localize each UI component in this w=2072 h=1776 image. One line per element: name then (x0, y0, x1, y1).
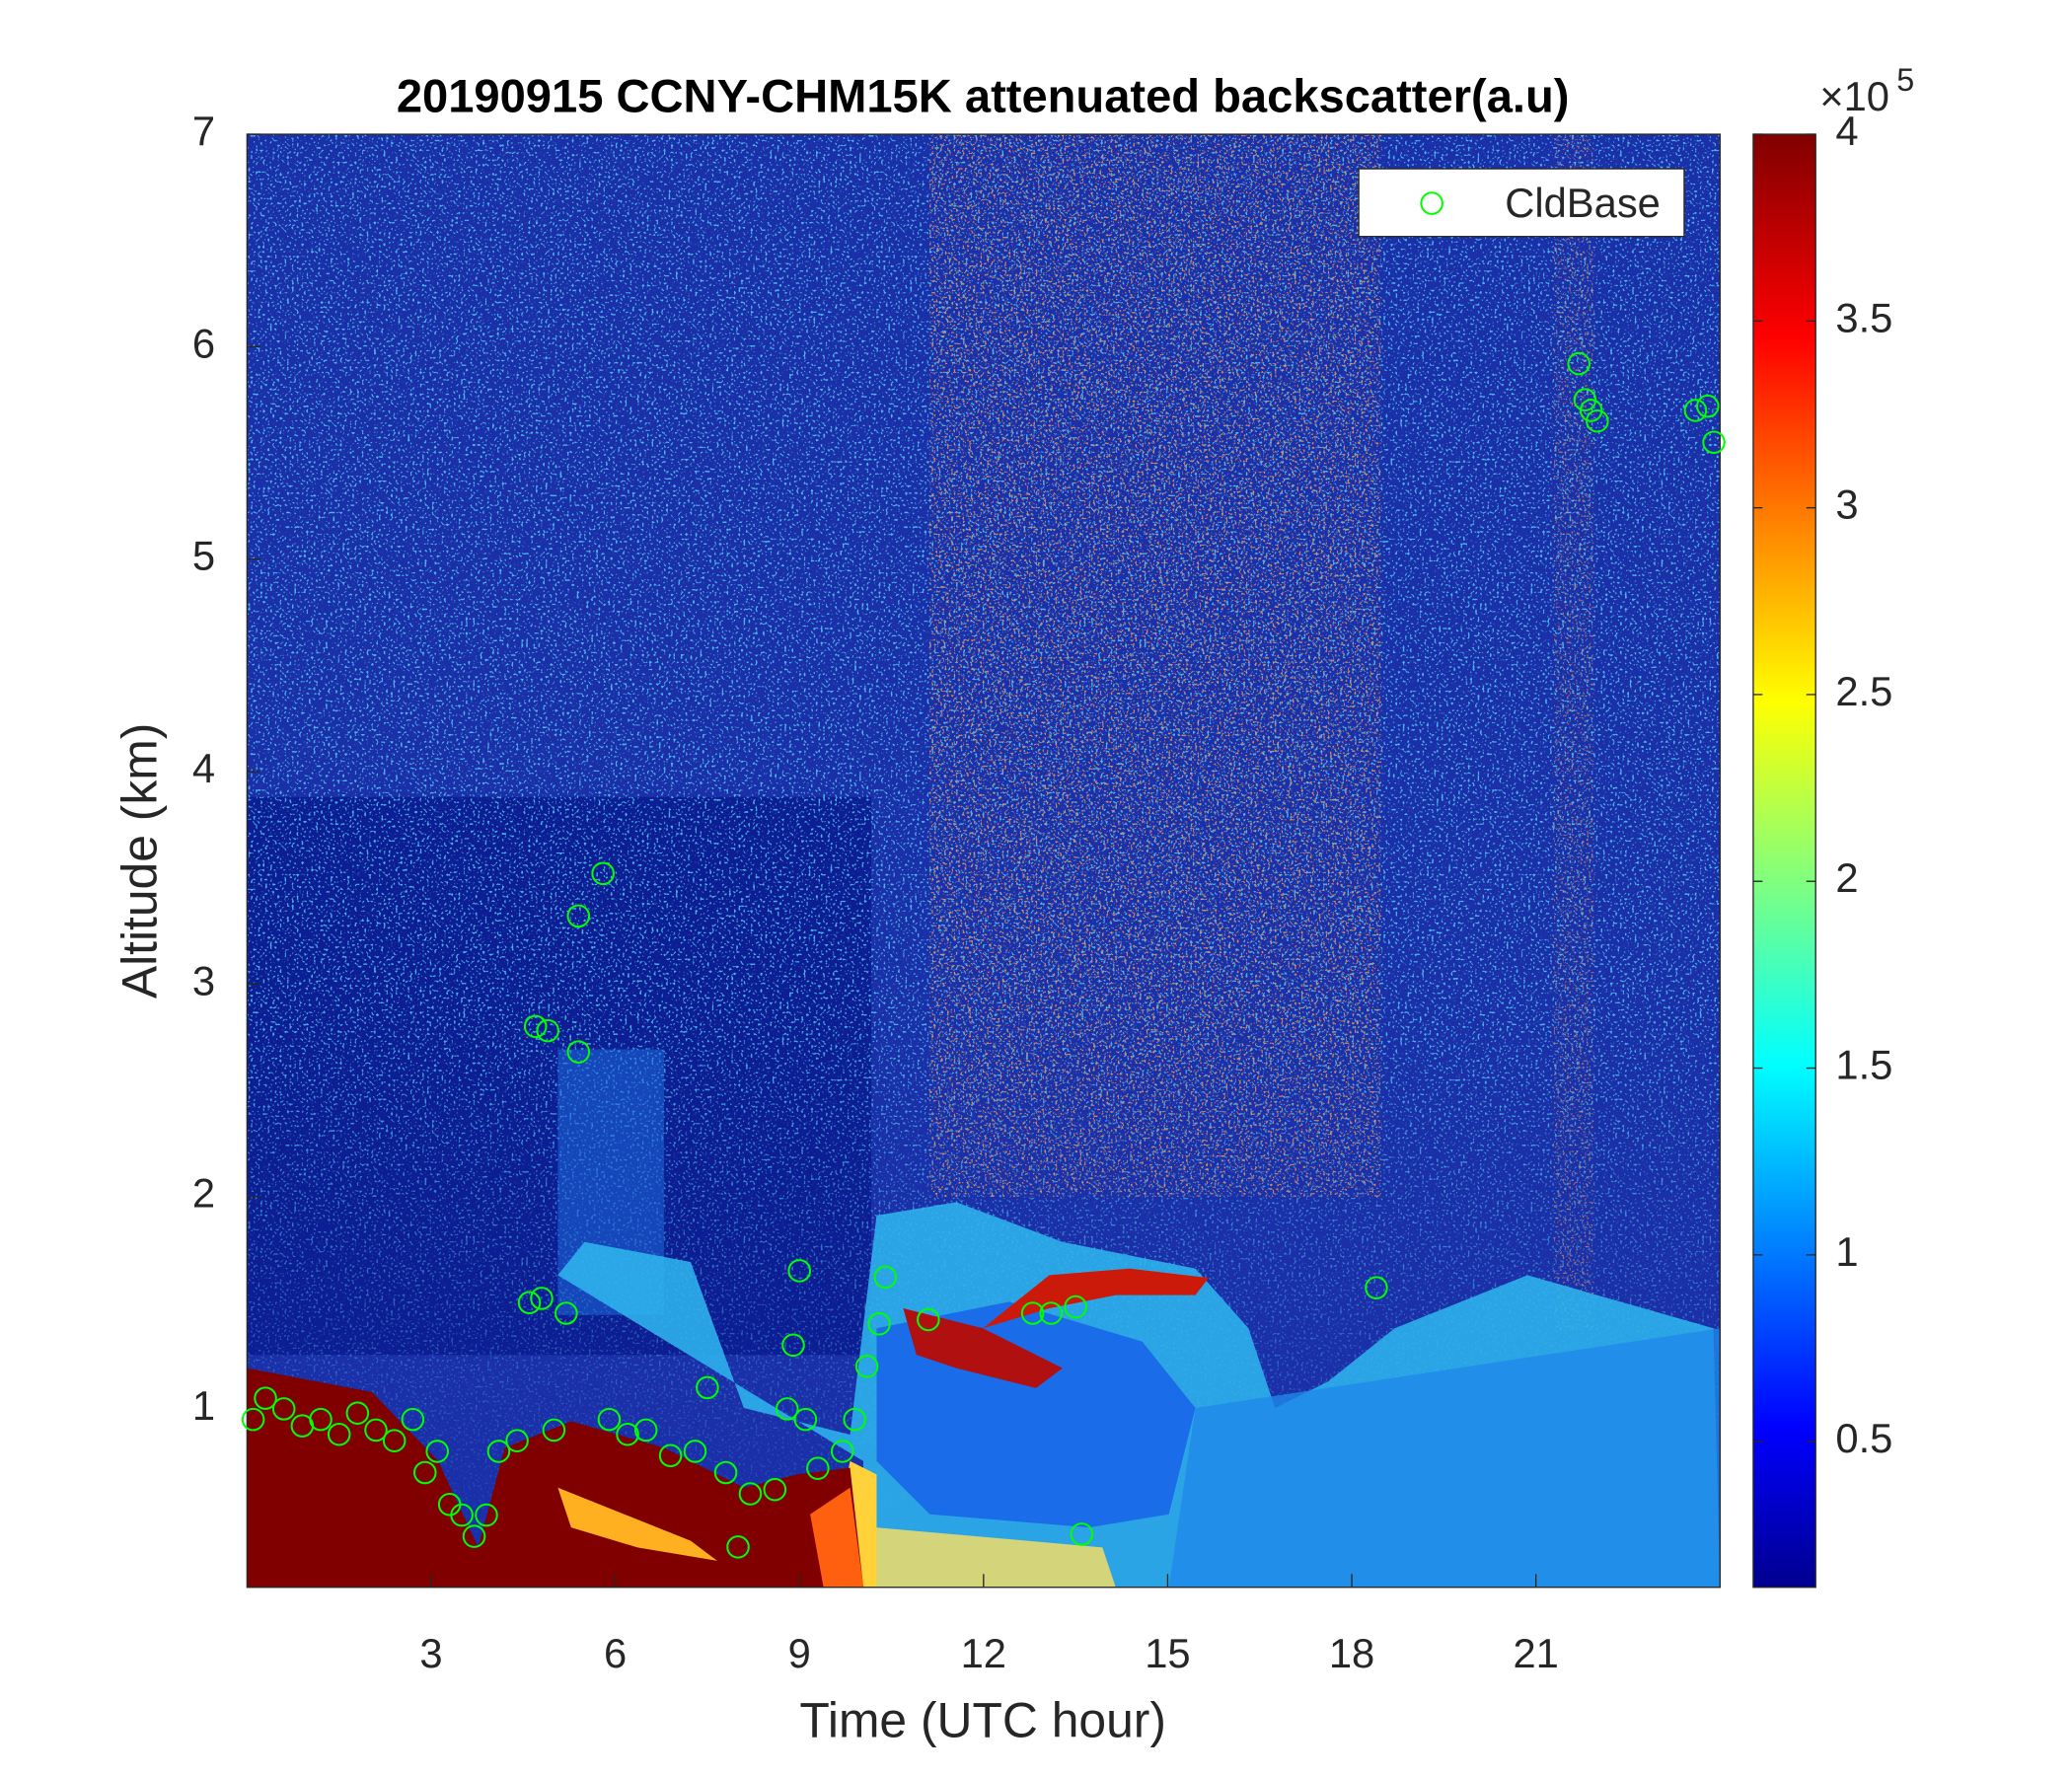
x-tick-label: 3 (419, 1630, 442, 1676)
x-tick-label: 12 (961, 1630, 1006, 1676)
cloud-base-point (633, 1418, 658, 1443)
x-tick-label: 15 (1145, 1630, 1190, 1676)
cloud-base-point (530, 1287, 554, 1310)
cloud-base-point (738, 1482, 763, 1506)
legend-marker (1420, 191, 1443, 215)
colorbar-tick-label: 3 (1835, 481, 1858, 528)
x-tick-label: 9 (788, 1630, 811, 1676)
cloud-base-point (382, 1429, 407, 1452)
legend-label: CldBase (1505, 180, 1661, 226)
cloud-base-point (364, 1418, 388, 1443)
cloud-base-point (536, 1018, 559, 1043)
y-tick-label: 3 (192, 957, 215, 1003)
cloud-base-point (830, 1440, 854, 1463)
cloud-base-point (683, 1440, 707, 1463)
cloud-base-point (1064, 1295, 1087, 1319)
cloud-base-point (1586, 408, 1609, 433)
cloud-base-point (462, 1524, 486, 1548)
cloud-base-point (854, 1355, 879, 1378)
cloud-base-point (555, 1301, 578, 1325)
legend-box (1358, 168, 1685, 238)
cloud-base-point (1070, 1522, 1094, 1546)
cloud-base-point (254, 1386, 277, 1410)
cloud-base-point (597, 1407, 622, 1432)
cloud-base-point (775, 1397, 799, 1421)
cloud-base-point (1696, 394, 1720, 418)
cloud-base-point (1683, 399, 1708, 422)
y-tick-label: 7 (192, 108, 215, 154)
cloud-base-point (763, 1477, 787, 1502)
colorbar-tick-label: 2 (1835, 854, 1858, 901)
cloud-base-point (486, 1440, 511, 1463)
colorbar-exponent: 5 (1896, 62, 1914, 98)
colorbar-tick-label: 2.5 (1835, 668, 1892, 714)
y-tick-label: 2 (192, 1170, 215, 1217)
cloud-base-point (425, 1440, 449, 1463)
cloud-base-point (309, 1407, 333, 1432)
cloud-base-point (787, 1259, 811, 1283)
y-tick-label: 4 (192, 745, 215, 791)
x-tick-label: 6 (604, 1630, 627, 1676)
legend: CldBase (1358, 168, 1685, 238)
cloud-base-point (843, 1407, 866, 1432)
y-tick-label: 5 (192, 533, 215, 579)
backscatter-field (247, 134, 1721, 1588)
y-axis-label: Altitude (km) (112, 723, 168, 999)
cloud-base-point (566, 904, 591, 928)
colorbar (1752, 133, 1816, 1589)
cloud-base-point (517, 1291, 542, 1315)
cloud-base-point (1365, 1276, 1388, 1299)
x-tick-label: 18 (1329, 1630, 1374, 1676)
cloud-base-point (450, 1503, 474, 1527)
cloud-base-point (475, 1503, 498, 1527)
cloud-base-point (401, 1407, 425, 1432)
x-axis-label: Time (UTC hour) (799, 1693, 1166, 1748)
cloud-base-point (523, 1014, 548, 1039)
colorbar-tick-label: 0.5 (1835, 1415, 1892, 1461)
chart-title: 20190915 CCNY-CHM15K attenuated backscat… (397, 69, 1570, 121)
x-tick-label: 21 (1513, 1630, 1558, 1676)
cloud-base-point (327, 1422, 351, 1446)
cloud-base-point (867, 1311, 891, 1336)
cloud-base-point (616, 1422, 639, 1446)
cloud-base-point (271, 1397, 296, 1421)
colorbar-tick-label: 4 (1835, 108, 1858, 154)
cloud-base-point (726, 1535, 750, 1559)
cloud-base-point (917, 1307, 940, 1332)
cloud-base-point (793, 1407, 818, 1432)
y-tick-label: 6 (192, 320, 215, 366)
cloud-base-point (873, 1265, 898, 1290)
cloud-base-point (412, 1460, 437, 1485)
colorbar-multiplier: ×10 (1819, 73, 1889, 119)
cloud-base-point (345, 1401, 370, 1425)
cloud-base-point (1020, 1301, 1045, 1325)
cloud-base-point (806, 1456, 830, 1480)
y-tick-label: 1 (192, 1382, 215, 1429)
cloud-base-point (658, 1443, 683, 1468)
cloud-base-point (505, 1429, 529, 1452)
cloud-base-point (566, 1040, 591, 1064)
cloud-base-point (713, 1460, 738, 1485)
cloud-base-point (591, 861, 615, 886)
colorbar-tick-label: 1 (1835, 1228, 1858, 1275)
cloud-base-point (542, 1418, 566, 1443)
cloud-base-point (781, 1333, 805, 1358)
cloud-base-point (1702, 430, 1726, 455)
cloud-base-point (696, 1375, 719, 1400)
colorbar-tick-label: 1.5 (1835, 1042, 1892, 1088)
cloud-base-point (1567, 351, 1591, 376)
cloud-base-point (1039, 1301, 1064, 1325)
colorbar-tick-label: 3.5 (1835, 294, 1892, 340)
cloud-base-point (241, 1407, 265, 1432)
